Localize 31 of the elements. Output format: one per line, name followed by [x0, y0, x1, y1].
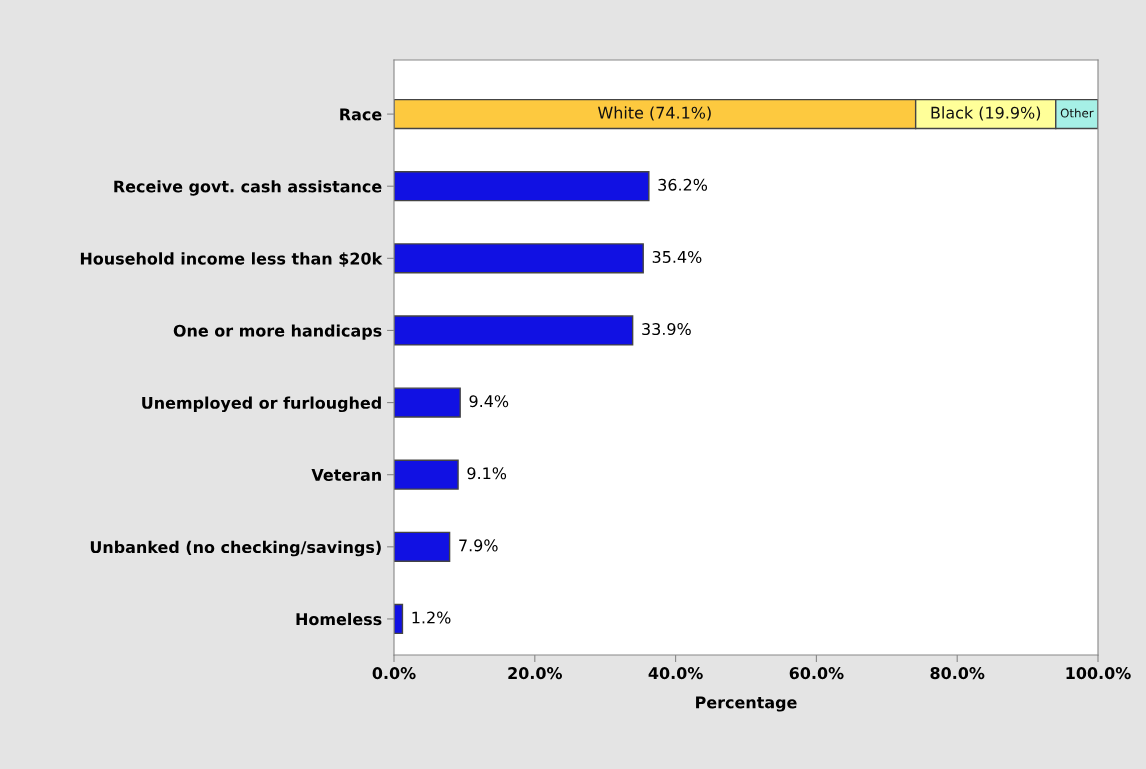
y-tick-label: Homeless: [296, 612, 382, 626]
data-label: 35.4%: [652, 250, 702, 263]
series-label: Black (19.9%): [931, 106, 1041, 121]
data-label: 33.9%: [642, 323, 691, 336]
data-label: 7.9%: [459, 539, 498, 552]
y-tick-label: Race: [340, 108, 382, 121]
data-label: 9.1%: [467, 467, 507, 480]
bar: [394, 171, 650, 202]
y-tick-label: One or more handicaps: [173, 324, 382, 340]
data-label: 9.4%: [469, 395, 509, 408]
series-label: White (74.1%): [598, 106, 711, 121]
bar: [394, 243, 644, 274]
x-tick-label: 20.0%: [508, 667, 562, 680]
data-label: 36.2%: [658, 178, 708, 191]
y-tick-label: Receive govt. cash assistance: [114, 180, 382, 196]
x-axis-title: Percentage: [696, 696, 797, 712]
x-tick-label: 100.0%: [1066, 667, 1131, 680]
x-tick-label: 60.0%: [789, 667, 844, 680]
y-tick-label: Household income less than $20k: [80, 252, 383, 267]
y-tick-label: Unemployed or furloughed: [142, 396, 381, 413]
x-tick-label: 0.0%: [372, 667, 416, 680]
bar: [394, 531, 451, 562]
y-tick-label: Unbanked (no checking/savings): [90, 540, 381, 557]
bar: [394, 459, 459, 490]
y-tick-label: Veteran: [311, 469, 381, 481]
series-label: Other: [1060, 108, 1094, 118]
x-tick-label: 40.0%: [648, 667, 703, 680]
data-label: 1.2%: [412, 611, 451, 624]
bar: [394, 387, 461, 418]
bar: [394, 315, 634, 346]
x-tick-label: 80.0%: [930, 667, 985, 680]
